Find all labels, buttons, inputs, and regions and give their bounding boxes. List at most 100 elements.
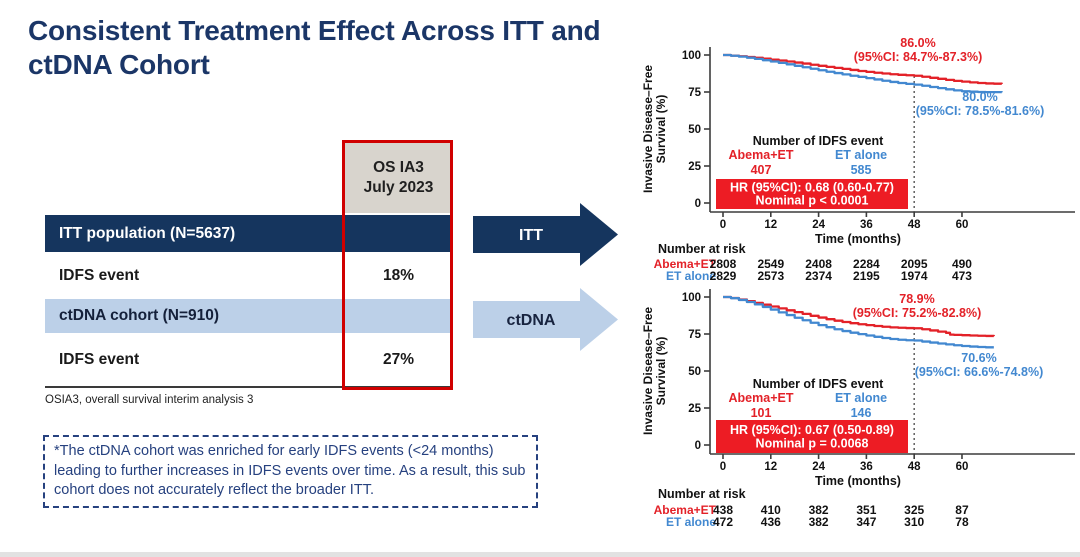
y-axis-title: Survival (%) <box>654 95 668 164</box>
series-label: Abema+ET <box>729 148 794 162</box>
risk-value: 473 <box>952 269 972 283</box>
x-tick-label: 36 <box>860 461 873 473</box>
survival-rate-annotation: 78.9% <box>899 292 934 306</box>
y-axis-title: Survival (%) <box>654 337 668 406</box>
series-label: Abema+ET <box>729 391 794 405</box>
event-count: 101 <box>751 406 772 420</box>
km-chart-itt: Invasive Disease–Free Survival (%) 100 75 50… <box>641 36 1075 283</box>
footnote: OSIA3, overall survival interim analysis… <box>45 394 254 406</box>
risk-table-title: Number at risk <box>658 242 746 256</box>
pvalue-text: Nominal p = 0.0068 <box>756 437 869 451</box>
row-value: 27% <box>382 350 415 368</box>
hr-text: HR (95%CI): 0.67 (0.50-0.89) <box>730 423 894 437</box>
risk-value: 2195 <box>853 269 880 283</box>
x-tick-label: 48 <box>908 461 921 473</box>
row-label: IDFS event <box>59 350 140 368</box>
event-count: 407 <box>751 163 772 177</box>
risk-value: 1974 <box>901 269 928 283</box>
km-chart-ctdna: Invasive Disease–Free Survival (%) 100 75 50… <box>641 289 1075 529</box>
itt-arrow-label: ITT <box>519 227 543 244</box>
y-tick-label: 0 <box>695 198 701 210</box>
slide-bottom-edge <box>0 552 1080 557</box>
row-label: ctDNA cohort (N=910) <box>59 307 220 324</box>
y-tick-label: 25 <box>688 403 701 415</box>
itt-arrow-shape <box>473 203 618 266</box>
survival-ci-annotation: (95%CI: 84.7%-87.3%) <box>854 50 983 64</box>
y-axis-title: Invasive Disease–Free <box>641 307 655 435</box>
row-label: IDFS event <box>59 266 140 284</box>
risk-value: 2808 <box>710 257 737 271</box>
risk-value: 351 <box>856 503 876 517</box>
y-tick-label: 50 <box>688 124 701 136</box>
risk-value: 2284 <box>853 257 880 271</box>
y-tick-label: 75 <box>688 87 701 99</box>
survival-rate-annotation: 70.6% <box>961 351 996 365</box>
event-count: 585 <box>851 163 872 177</box>
series-label: ET alone <box>835 391 887 405</box>
risk-value: 472 <box>713 515 733 529</box>
risk-value: 410 <box>761 503 781 517</box>
risk-row-name: ET alone <box>666 269 716 283</box>
y-tick-label: 100 <box>682 50 701 62</box>
y-axis-title: Invasive Disease–Free <box>641 65 655 193</box>
itt-arrow: ITT <box>473 203 618 266</box>
x-tick-label: 60 <box>956 219 969 231</box>
risk-value: 325 <box>904 503 924 517</box>
risk-value: 490 <box>952 257 972 271</box>
survival-ci-annotation: (95%CI: 78.5%-81.6%) <box>916 104 1045 118</box>
risk-value: 436 <box>761 515 781 529</box>
x-tick-label: 24 <box>812 219 825 231</box>
x-tick-label: 36 <box>860 219 873 231</box>
risk-value: 2095 <box>901 257 928 271</box>
risk-value: 2374 <box>805 269 832 283</box>
table-row-itt-population: ITT population (N=5637) <box>45 215 452 252</box>
x-tick-label: 48 <box>908 219 921 231</box>
survival-ci-annotation: (95%CI: 75.2%-82.8%) <box>853 306 982 320</box>
event-count: 146 <box>851 406 872 420</box>
slide-title: Consistent Treatment Effect Across ITT a… <box>28 15 601 80</box>
risk-value: 438 <box>713 503 733 517</box>
survival-ci-annotation: (95%CI: 66.6%-74.8%) <box>915 365 1044 379</box>
ctdna-arrow: ctDNA <box>473 288 618 351</box>
x-axis-title: Time (months) <box>815 232 901 246</box>
risk-value: 347 <box>856 515 876 529</box>
risk-value: 78 <box>955 515 969 529</box>
y-tick-label: 0 <box>695 440 701 452</box>
series-label: ET alone <box>835 148 887 162</box>
table-bottom-rule <box>45 386 452 388</box>
events-header: Number of IDFS event <box>753 134 884 148</box>
km-curve-et-alone <box>723 295 994 349</box>
hr-text: HR (95%CI): 0.68 (0.60-0.77) <box>730 181 894 195</box>
x-tick-label: 0 <box>720 461 726 473</box>
x-tick-label: 12 <box>764 219 777 231</box>
pvalue-text: Nominal p < 0.0001 <box>756 194 869 208</box>
table-column-header: OS IA3 July 2023 <box>345 143 452 213</box>
risk-value: 2573 <box>757 269 784 283</box>
table-row-idfs-event-ctdna: IDFS event 27% <box>45 333 452 386</box>
risk-value: 2829 <box>710 269 737 283</box>
table-row-ctdna-cohort: ctDNA cohort (N=910) <box>45 299 452 333</box>
survival-rate-annotation: 86.0% <box>900 36 935 50</box>
x-tick-label: 12 <box>764 461 777 473</box>
risk-value: 310 <box>904 515 924 529</box>
risk-row-name: ET alone <box>666 515 716 529</box>
table-row-idfs-event-itt: IDFS event 18% <box>45 252 452 299</box>
ctdna-arrow-label: ctDNA <box>507 312 556 329</box>
risk-value: 382 <box>809 503 829 517</box>
row-value: 18% <box>382 266 415 284</box>
risk-value: 2408 <box>805 257 832 271</box>
hr-box <box>716 420 908 453</box>
risk-value: 87 <box>955 503 969 517</box>
row-label: ITT population (N=5637) <box>59 224 236 242</box>
survival-rate-annotation: 80.0% <box>962 90 997 104</box>
risk-value: 2549 <box>757 257 784 271</box>
events-header: Number of IDFS event <box>753 377 884 391</box>
ctdna-arrow-shape <box>473 288 618 351</box>
hr-box <box>716 179 908 209</box>
x-tick-label: 24 <box>812 461 825 473</box>
y-tick-label: 75 <box>688 329 701 341</box>
y-tick-label: 100 <box>682 292 701 304</box>
risk-table-title: Number at risk <box>658 487 746 501</box>
x-axis-title: Time (months) <box>815 474 901 488</box>
